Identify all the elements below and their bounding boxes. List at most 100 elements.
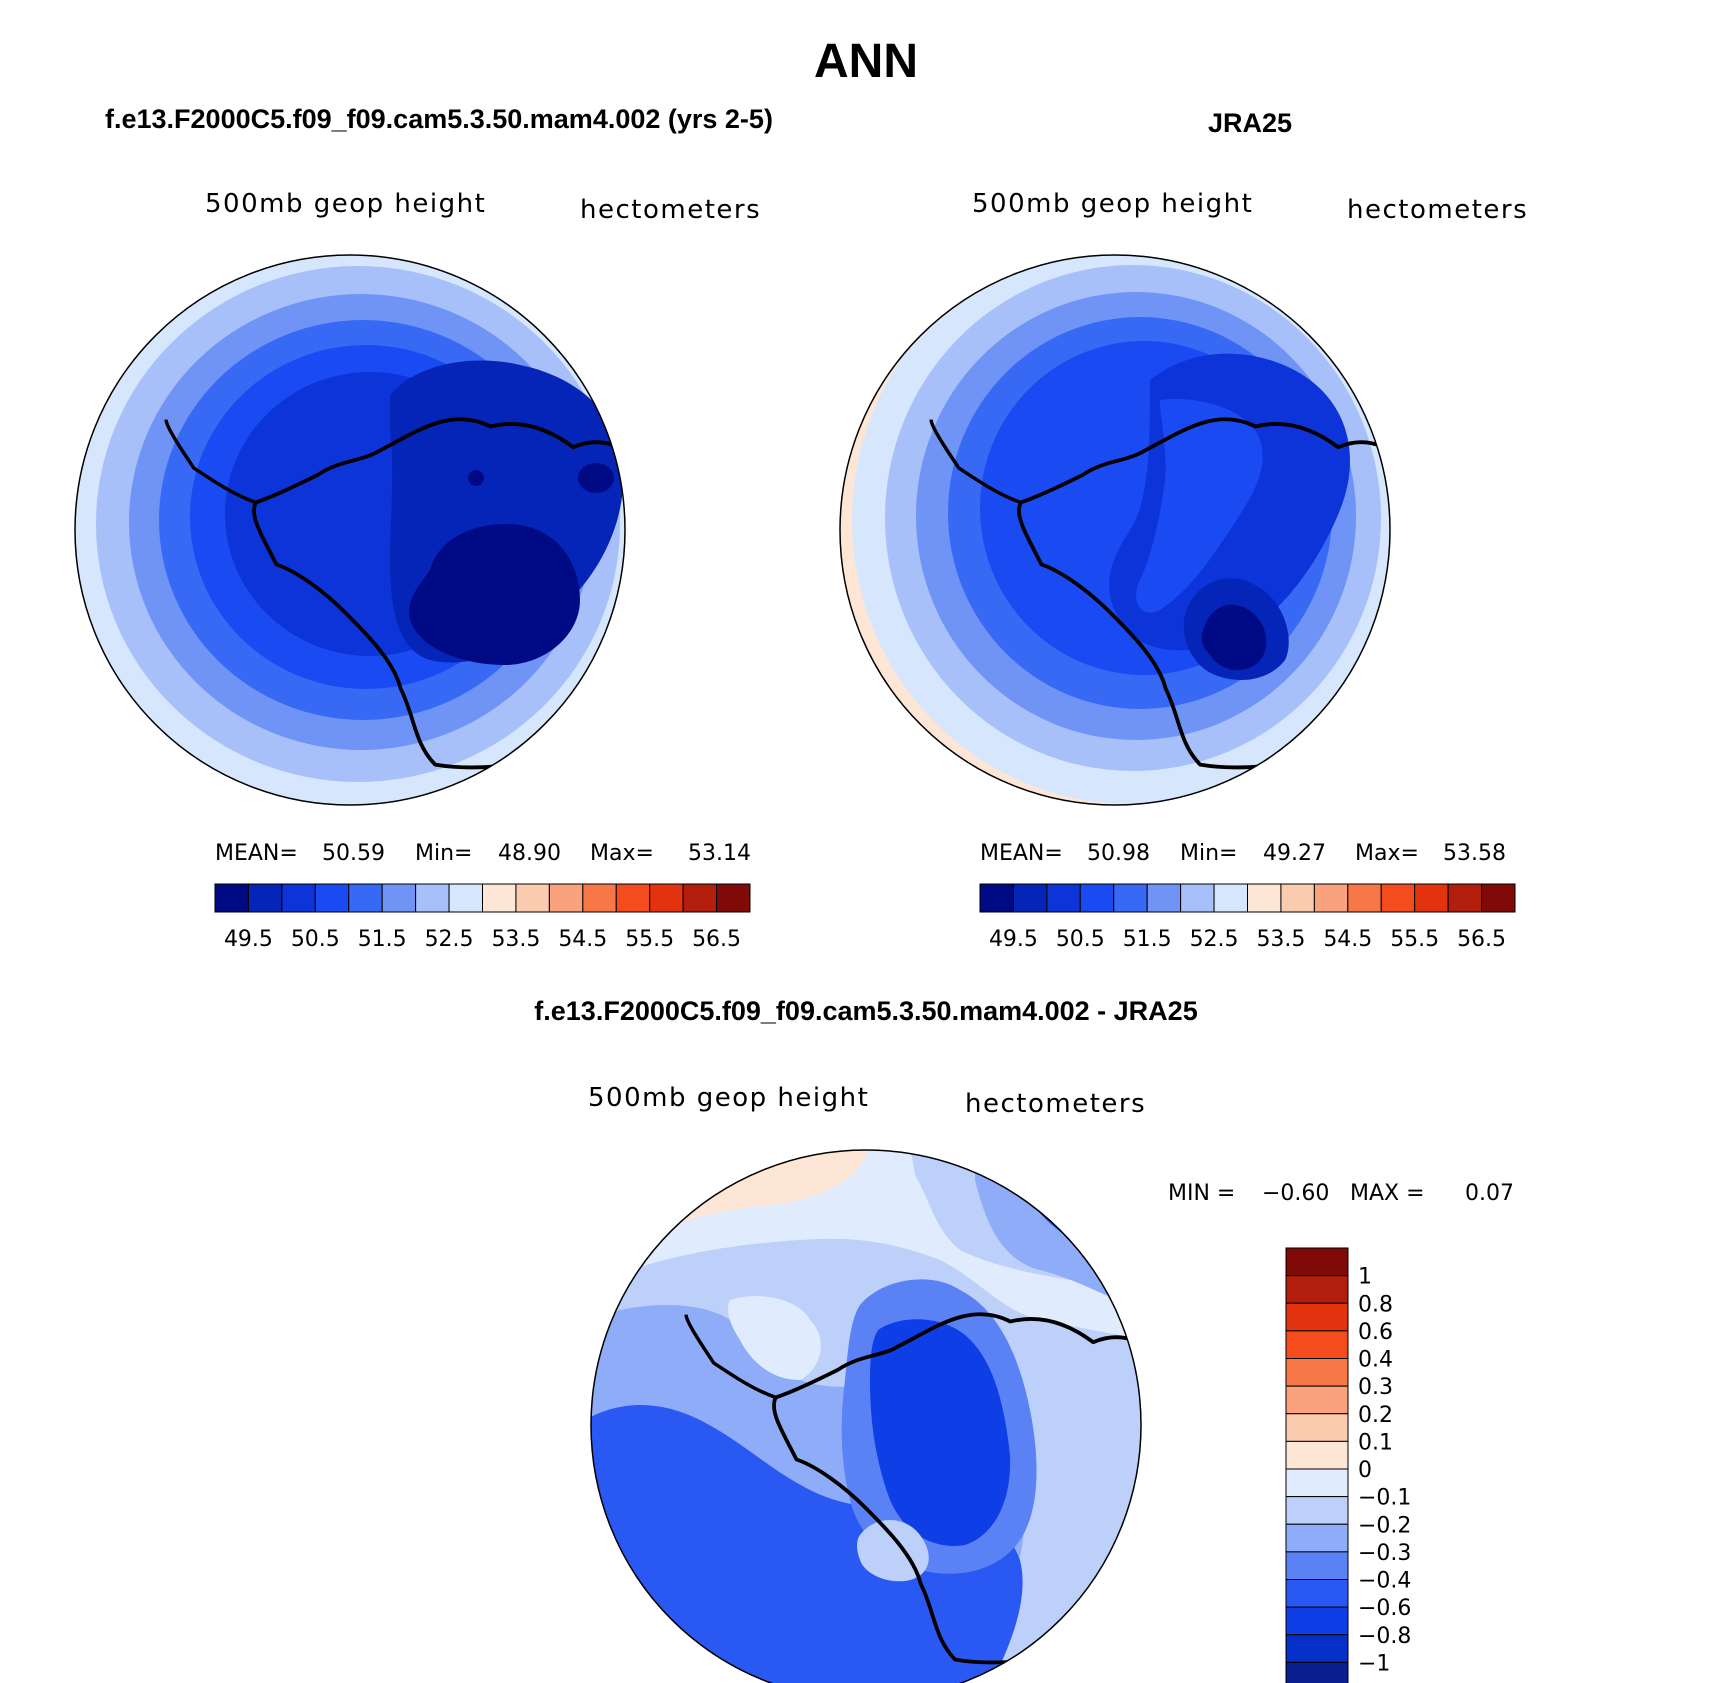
colorbar-swatch	[1285, 1440, 1349, 1470]
panel-model-min-label: Min=	[415, 841, 472, 866]
colorbar-swatch	[582, 883, 617, 913]
panel-model-variable-label: 500mb geop height	[205, 189, 486, 219]
panel-diff-title: f.e13.F2000C5.f09_f09.cam5.3.50.mam4.002…	[534, 996, 1197, 1026]
colorbar-swatch	[1285, 1385, 1349, 1415]
colorbar-tick-label: 55.5	[1390, 927, 1439, 952]
colorbar-tick-label: 0.1	[1358, 1430, 1393, 1455]
panel-diff-variable-label: 500mb geop height	[588, 1083, 869, 1113]
colorbar-tick-label: −0.8	[1358, 1624, 1411, 1649]
page-title: ANN	[814, 35, 918, 88]
colorbar-tick-label: 49.5	[224, 927, 273, 952]
colorbar-tick-label: 54.5	[558, 927, 607, 952]
panel-diff-stats: MIN = −0.60 MAX = 0.07	[1168, 1181, 1514, 1206]
colorbar-tick-label: −0.2	[1358, 1513, 1411, 1538]
colorbar-swatch	[1380, 883, 1416, 913]
colorbar-swatch	[1285, 1496, 1349, 1525]
colorbar-swatch	[247, 883, 283, 913]
colorbar-tick-label: 0	[1358, 1458, 1372, 1483]
panel-model-map-border	[74, 254, 626, 806]
colorbar-tick-label: 0.4	[1358, 1348, 1393, 1373]
colorbar-swatch	[1285, 1275, 1349, 1304]
colorbar-tick-label: −1	[1358, 1651, 1390, 1676]
colorbar-tick-label: 51.5	[1123, 927, 1172, 952]
colorbar-swatch	[314, 883, 350, 913]
panel-diff-map	[591, 1150, 1141, 1683]
colorbar-tick-label: 51.5	[358, 927, 407, 952]
colorbar-swatch	[1447, 883, 1483, 913]
panel-model-title: f.e13.F2000C5.f09_f09.cam5.3.50.mam4.002…	[105, 104, 773, 134]
panel-obs-min-label: Min=	[1180, 841, 1237, 866]
colorbar-tick-label: 50.5	[291, 927, 340, 952]
panel-diff-max-label: MAX =	[1350, 1181, 1425, 1206]
colorbar-swatch	[448, 883, 483, 913]
panel-obs-min-value: 49.27	[1263, 841, 1326, 866]
colorbar-tick-label: 55.5	[625, 927, 674, 952]
colorbar-tick-label: 0.6	[1358, 1320, 1393, 1345]
colorbar-swatch	[1285, 1330, 1349, 1359]
colorbar-swatch	[281, 883, 316, 913]
colorbar-swatch	[1213, 883, 1248, 913]
panel-diff: f.e13.F2000C5.f09_f09.cam5.3.50.mam4.002…	[534, 996, 1514, 1683]
colorbar-swatch	[1313, 883, 1349, 913]
colorbar-swatch	[415, 883, 450, 913]
panel-diff-map-border	[590, 1149, 1142, 1683]
colorbar-swatch	[1012, 883, 1048, 913]
colorbar-swatch	[1079, 883, 1115, 913]
colorbar-tick-label: 0.3	[1358, 1375, 1393, 1400]
panel-obs-mean-label: MEAN=	[980, 841, 1063, 866]
panel-diff-colorbar: 10.8 0.6 0.40.3 0.20.1 0 −0.1−0.2 −0.3 −0.4−0.6…	[1285, 1247, 1411, 1683]
panel-model-mean-value: 50.59	[322, 841, 385, 866]
panel-model: f.e13.F2000C5.f09_f09.cam5.3.50.mam4.002…	[74, 104, 773, 952]
panel-model-max-label: Max=	[590, 841, 654, 866]
colorbar-swatch	[1180, 883, 1215, 913]
colorbar-swatch	[1285, 1661, 1349, 1683]
colorbar-swatch	[1285, 1247, 1349, 1277]
colorbar-swatch	[615, 883, 651, 913]
panel-model-stats: MEAN= 50.59 Min= 48.90 Max= 53.14	[215, 841, 751, 866]
colorbar-swatch	[1113, 883, 1148, 913]
colorbar-tick-label: 0.8	[1358, 1292, 1393, 1317]
colorbar-swatch	[1414, 883, 1449, 913]
panel-obs: JRA25 500mb geop height hectometers MEAN…	[839, 108, 1528, 952]
colorbar-swatch	[1247, 883, 1282, 913]
colorbar-swatch	[515, 883, 550, 913]
colorbar-tick-label: 56.5	[1457, 927, 1506, 952]
panel-diff-min-value: −0.60	[1262, 1181, 1329, 1206]
panel-obs-max-label: Max=	[1355, 841, 1419, 866]
colorbar-tick-label: 1	[1358, 1265, 1372, 1290]
panel-model-max-value: 53.14	[688, 841, 751, 866]
colorbar-swatch	[1285, 1358, 1349, 1387]
colorbar-swatch	[1285, 1302, 1349, 1332]
colorbar-swatch	[1285, 1551, 1349, 1580]
colorbar-swatch	[1285, 1606, 1349, 1636]
colorbar-tick-label: 52.5	[1190, 927, 1239, 952]
panel-obs-units-label: hectometers	[1347, 195, 1528, 225]
colorbar-tick-label: 49.5	[989, 927, 1038, 952]
panel-model-min-value: 48.90	[498, 841, 561, 866]
colorbar-swatch	[1285, 1579, 1349, 1608]
panel-model-mean-label: MEAN=	[215, 841, 298, 866]
panel-diff-min-label: MIN =	[1168, 1181, 1235, 1206]
colorbar-swatch	[1285, 1523, 1349, 1553]
colorbar-tick-label: −0.3	[1358, 1541, 1411, 1566]
panel-obs-title: JRA25	[1208, 108, 1292, 138]
colorbar-tick-label: 53.5	[1256, 927, 1305, 952]
colorbar-tick-label: 0.2	[1358, 1403, 1393, 1428]
panel-model-units-label: hectometers	[580, 195, 761, 225]
colorbar-tick-label: 52.5	[425, 927, 474, 952]
colorbar-swatch	[381, 883, 417, 913]
colorbar-swatch	[1347, 883, 1382, 913]
panel-model-map	[75, 255, 625, 805]
panel-model-colorbar: 49.5 50.5 51.5 52.5 53.5 54.5 55.5 56.5	[214, 883, 751, 952]
panel-obs-stats: MEAN= 50.98 Min= 49.27 Max= 53.58	[980, 841, 1506, 866]
colorbar-tick-label: 50.5	[1056, 927, 1105, 952]
colorbar-swatch	[482, 883, 517, 913]
colorbar-swatch	[1285, 1634, 1349, 1663]
panel-obs-mean-value: 50.98	[1087, 841, 1150, 866]
colorbar-tick-label: 53.5	[491, 927, 540, 952]
colorbar-tick-label: −0.1	[1358, 1486, 1411, 1511]
colorbar-tick-label: −0.6	[1358, 1596, 1411, 1621]
colorbar-tick-label: 54.5	[1323, 927, 1372, 952]
panel-diff-units-label: hectometers	[965, 1089, 1146, 1119]
